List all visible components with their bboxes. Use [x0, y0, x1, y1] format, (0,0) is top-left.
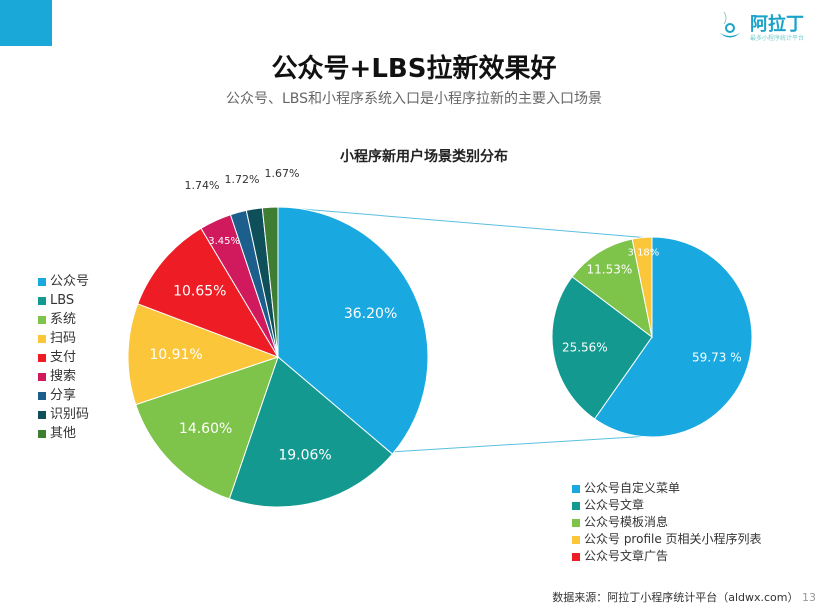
legend-item: 公众号自定义菜单	[572, 480, 762, 497]
legend-item: 识别码	[38, 405, 89, 424]
legend-swatch	[572, 484, 580, 493]
legend-label: 搜索	[50, 369, 77, 384]
legend-item: LBS	[38, 291, 89, 310]
legend-swatch	[38, 429, 46, 438]
legend-label: 识别码	[50, 407, 90, 422]
legend-swatch	[38, 353, 46, 362]
page-title: 公众号+LBS拉新效果好	[271, 54, 557, 84]
legend-swatch	[38, 296, 46, 305]
legend-label: LBS	[50, 293, 75, 308]
legend-item: 公众号文章	[572, 497, 762, 514]
legend-label: 公众号 profile 页相关小程序列表	[584, 532, 762, 546]
legend-item: 公众号	[38, 272, 89, 291]
legend-label: 公众号模板消息	[584, 515, 669, 529]
legend-swatch	[38, 334, 46, 343]
page-number: 13	[802, 591, 816, 604]
pie-slice	[135, 356, 279, 500]
data-label: 1.67%	[265, 167, 300, 180]
connector-line	[389, 435, 651, 453]
legend-label: 分享	[50, 388, 77, 403]
data-label: 11.53%	[586, 262, 632, 276]
legend-item: 扫码	[38, 329, 89, 348]
legend-item: 公众号 profile 页相关小程序列表	[572, 531, 762, 548]
legend-label: 公众号文章	[584, 498, 645, 512]
legend-swatch	[572, 535, 580, 544]
data-label: 10.65%	[173, 284, 226, 300]
legend-swatch	[572, 518, 580, 527]
logo: 阿拉丁 最多小程序统计平台	[712, 8, 822, 44]
pie-slice	[228, 356, 394, 508]
legend-item: 系统	[38, 310, 89, 329]
legend-label: 系统	[50, 312, 77, 327]
legend-label: 公众号文章广告	[584, 549, 669, 563]
data-label: 3.45%	[208, 236, 240, 247]
legend-label: 公众号	[50, 274, 90, 289]
pie-slice	[127, 303, 280, 406]
legend-item: 公众号文章广告	[572, 548, 762, 565]
legend-swatch	[572, 552, 580, 561]
legend-item: 公众号模板消息	[572, 514, 762, 531]
legend-swatch	[38, 391, 46, 400]
data-label: 1.72%	[225, 173, 260, 186]
legend-item: 分享	[38, 386, 89, 405]
detail-legend: 公众号自定义菜单 公众号文章公众号模板消息公众号 profile 页相关小程序列表…	[572, 480, 762, 565]
legend-label: 公众号自定义菜单	[584, 481, 681, 495]
data-label: 3.18%	[628, 247, 660, 258]
chart-title: 小程序新用户场景类别分布	[340, 149, 508, 165]
legend-swatch	[38, 372, 46, 381]
source-text: 数据来源：阿拉丁小程序统计平台（aldwx.com）	[552, 591, 799, 604]
pie-slice	[593, 236, 753, 438]
connector-line	[277, 206, 651, 239]
legend-swatch	[38, 315, 46, 324]
legend-label: 其他	[50, 426, 77, 441]
legend-swatch	[38, 277, 46, 286]
logo-subtext: 最多小程序统计平台	[750, 35, 805, 42]
legend-item: 搜索	[38, 367, 89, 386]
legend-swatch	[38, 410, 46, 419]
pie-slice	[137, 227, 280, 358]
legend-label: 支付	[50, 350, 77, 365]
data-label: 14.60%	[179, 421, 232, 437]
lamp-icon	[716, 11, 744, 38]
pie-slice	[277, 206, 429, 455]
legend-item: 支付	[38, 348, 89, 367]
data-label: 36.20%	[344, 306, 397, 322]
data-label: 25.56%	[562, 341, 608, 355]
pie-slice	[261, 206, 279, 358]
legend-swatch	[572, 501, 580, 510]
page-subtitle: 公众号、LBS和小程序系统入口是小程序拉新的主要入口场景	[225, 91, 603, 107]
pie-slice	[571, 238, 653, 339]
legend-item: 其他	[38, 424, 89, 443]
source-note: 数据来源：阿拉丁小程序统计平台（aldwx.com） 13	[552, 589, 816, 605]
corner-accent	[0, 0, 52, 46]
legend-label: 扫码	[50, 331, 77, 346]
pie-slice	[551, 276, 653, 420]
pie-slice	[631, 236, 653, 338]
data-label: 19.06%	[278, 447, 331, 463]
logo-text: 阿拉丁	[750, 14, 804, 35]
data-label: 10.91%	[149, 347, 202, 363]
main-legend: 公众号 LBS 系统扫码支付搜索分享识别码其他	[38, 272, 89, 443]
data-label: 59.73 %	[692, 350, 742, 364]
data-label: 1.74%	[185, 179, 220, 192]
